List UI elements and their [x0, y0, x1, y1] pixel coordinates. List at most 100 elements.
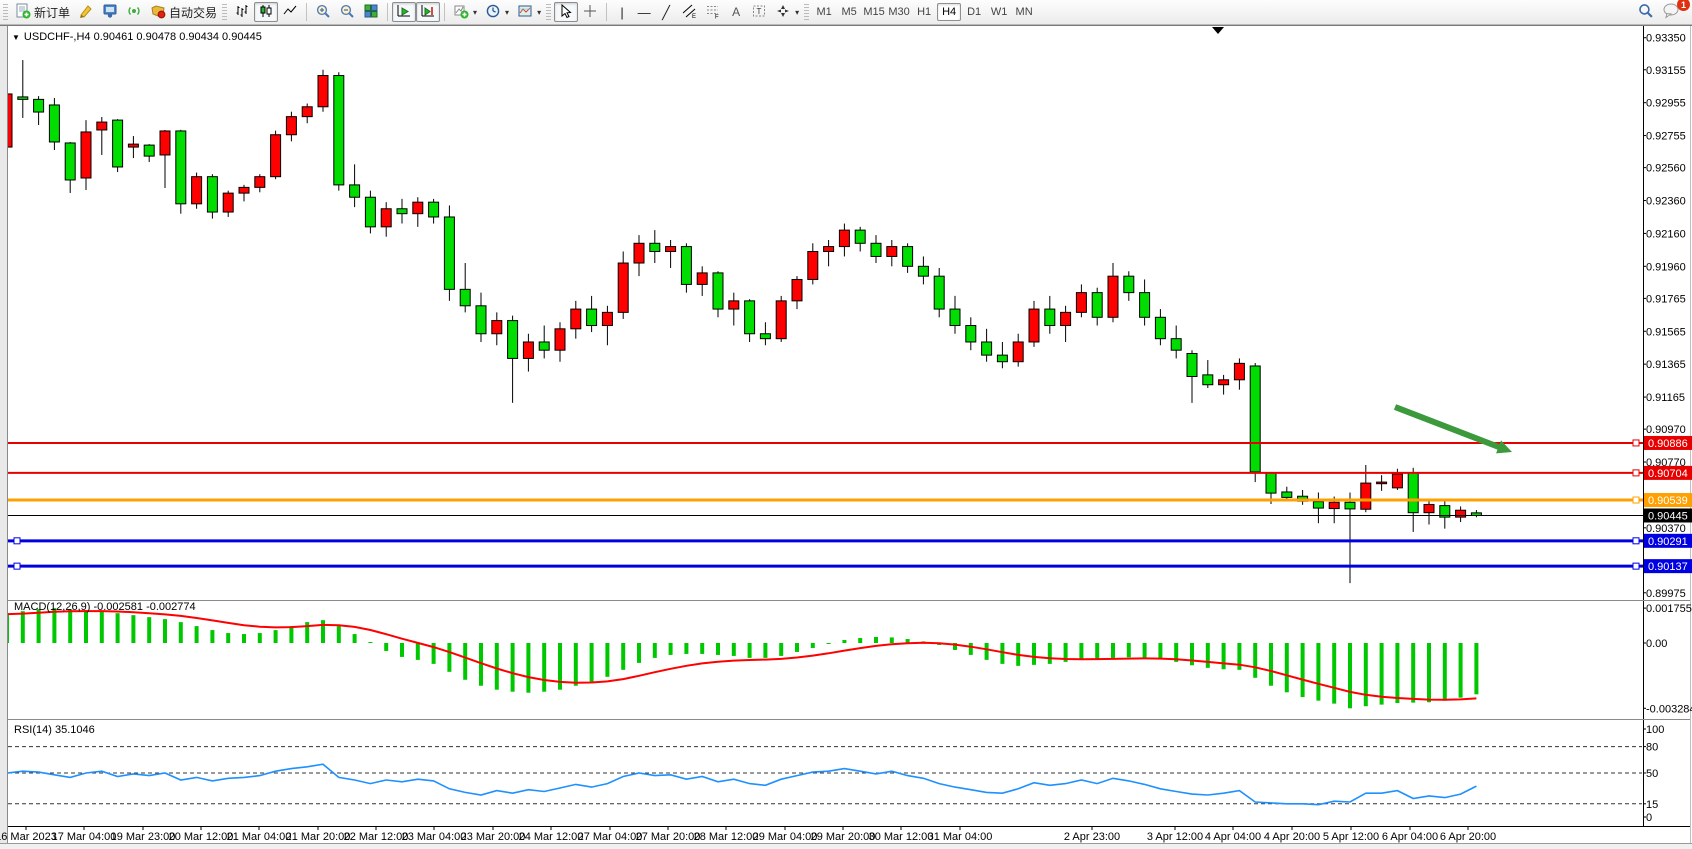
timeframe-button-M1[interactable]: M1 [816, 6, 832, 18]
svg-text:0.90370: 0.90370 [1646, 523, 1686, 535]
svg-text:23 Mar 04:00: 23 Mar 04:00 [402, 831, 467, 843]
timeframe-button-M15[interactable]: M15 [863, 6, 885, 18]
chart-line-button[interactable] [278, 2, 302, 22]
svg-text:6 Apr 04:00: 6 Apr 04:00 [1382, 831, 1438, 843]
timeframe-button-W1[interactable]: W1 [990, 6, 1008, 18]
text-label-button[interactable]: T [747, 2, 771, 22]
horizontal-line-icon: — [637, 4, 651, 20]
candle-72 [1139, 292, 1151, 318]
candle-15 [238, 186, 250, 194]
templates-button[interactable]: ▾ [513, 2, 545, 22]
autotrading-button[interactable]: 自动交易 [146, 2, 221, 22]
timeframe-button-M30[interactable]: M30 [888, 6, 910, 18]
timeframe-button-M5[interactable]: M5 [841, 6, 857, 18]
terminal-button[interactable] [98, 2, 122, 22]
horizontal-line-button[interactable]: — [633, 2, 655, 22]
group-drag-handle[interactable] [222, 4, 228, 20]
svg-text:0.90291: 0.90291 [1648, 536, 1688, 548]
zoom-in-icon [315, 3, 331, 22]
bar-marker-icon [1212, 27, 1224, 34]
timeframe-button-MN[interactable]: MN [1015, 6, 1033, 18]
hline-handle[interactable] [1632, 537, 1640, 545]
signals-button[interactable] [122, 2, 146, 22]
macd-signal-line [8, 610, 1477, 701]
arrows-button[interactable]: ▾ [771, 2, 803, 22]
hline-handle[interactable] [1632, 439, 1640, 447]
chart-bars-button[interactable] [230, 2, 254, 22]
crosshair-button[interactable] [578, 2, 602, 22]
svg-text:27 Mar 20:00: 27 Mar 20:00 [636, 831, 701, 843]
candle-39 [617, 262, 629, 313]
candle-59 [933, 275, 945, 310]
new-order-icon [15, 3, 31, 22]
text-button[interactable]: A [725, 2, 747, 22]
notifications-button[interactable]: 1 [1658, 0, 1690, 22]
symbol-label: ▼ USDCHF-,H4 0.90461 0.90478 0.90434 0.9… [12, 31, 262, 43]
timeframe-button-D1[interactable]: D1 [967, 6, 982, 18]
svg-text:80: 80 [1646, 742, 1658, 754]
svg-text:0.89975: 0.89975 [1646, 588, 1686, 600]
candle-9 [143, 144, 155, 157]
candlestick-icon [258, 3, 274, 22]
candle-4 [64, 142, 76, 181]
candlesticks [8, 60, 1482, 584]
svg-text:0.92160: 0.92160 [1646, 228, 1686, 240]
svg-text:0.00: 0.00 [1646, 638, 1667, 650]
symbol-dropdown-icon[interactable]: ▼ [12, 32, 20, 42]
chevron-down-icon: ▾ [537, 7, 542, 17]
autoscroll-button[interactable] [392, 2, 417, 22]
candle-2 [33, 98, 45, 113]
tile-windows-button[interactable] [359, 2, 383, 22]
zoom-in-button[interactable] [311, 2, 335, 22]
indicators-button[interactable]: ▾ [449, 2, 481, 22]
rsi-line [8, 763, 1477, 806]
candle-58 [917, 265, 929, 277]
candle-28 [443, 216, 455, 290]
periods-button[interactable]: ▾ [481, 2, 513, 22]
price-flags: 0.90886 0.90704 0.90539 0.90291 0.90137 0.904… [1644, 435, 1692, 574]
candle-29 [459, 288, 471, 307]
zoom-out-button[interactable] [335, 2, 359, 22]
search-button[interactable] [1633, 2, 1658, 22]
hline-handle[interactable] [1632, 562, 1640, 570]
cursor-icon [558, 3, 574, 22]
candle-78 [1233, 362, 1245, 381]
candle-52 [823, 246, 835, 253]
metaeditor-button[interactable] [74, 2, 98, 22]
candle-88 [1391, 473, 1403, 489]
hline-handle[interactable] [13, 537, 21, 545]
candle-27 [428, 201, 440, 218]
svg-text:0.93155: 0.93155 [1646, 65, 1686, 77]
vertical-line-button[interactable]: | [611, 2, 633, 22]
timeframe-button-H4[interactable]: H4 [937, 3, 962, 21]
candle-36 [570, 308, 582, 330]
chart-shift-button[interactable] [416, 2, 441, 22]
candle-77 [1218, 379, 1230, 386]
chart-candles-button[interactable] [254, 2, 279, 22]
timeframe-button-H1[interactable]: H1 [917, 6, 932, 18]
toolbar-drag-handle[interactable] [3, 4, 8, 20]
candle-47 [744, 300, 756, 335]
group-drag-handle[interactable] [804, 4, 810, 20]
svg-text:100: 100 [1646, 724, 1664, 736]
hline-handle[interactable] [13, 562, 21, 570]
trendline-button[interactable]: ╱ [655, 2, 677, 22]
template-icon [517, 3, 533, 22]
group-drag-handle[interactable] [546, 4, 552, 20]
new-order-button[interactable]: 新订单 [11, 2, 74, 22]
timeframe-group: M1 M5 M15 M30 H1 H4 D1 W1 MN [812, 3, 1036, 21]
chevron-down-icon: ▾ [473, 7, 478, 17]
notification-badge: 1 [1677, 0, 1690, 11]
trend-arrow-annotation[interactable] [1393, 404, 1512, 454]
candle-7 [112, 119, 124, 168]
candle-53 [838, 229, 850, 248]
svg-text:0.91165: 0.91165 [1646, 392, 1685, 404]
hline-handle[interactable] [1632, 469, 1640, 477]
cursor-button[interactable] [554, 2, 579, 22]
hline-handle[interactable] [1632, 496, 1640, 504]
fibonacci-button[interactable]: F [701, 2, 725, 22]
channel-button[interactable]: E [677, 2, 701, 22]
candle-87 [1376, 481, 1388, 485]
